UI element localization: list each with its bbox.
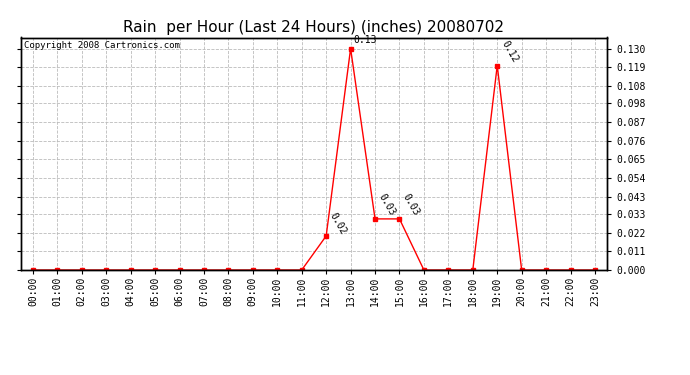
Text: 0.13: 0.13: [353, 36, 377, 45]
Text: 0.03: 0.03: [376, 192, 397, 217]
Text: 0.12: 0.12: [500, 39, 520, 64]
Text: 0.03: 0.03: [401, 192, 421, 217]
Text: 0.02: 0.02: [327, 211, 348, 236]
Title: Rain  per Hour (Last 24 Hours) (inches) 20080702: Rain per Hour (Last 24 Hours) (inches) 2…: [124, 20, 504, 35]
Text: Copyright 2008 Cartronics.com: Copyright 2008 Cartronics.com: [23, 41, 179, 50]
